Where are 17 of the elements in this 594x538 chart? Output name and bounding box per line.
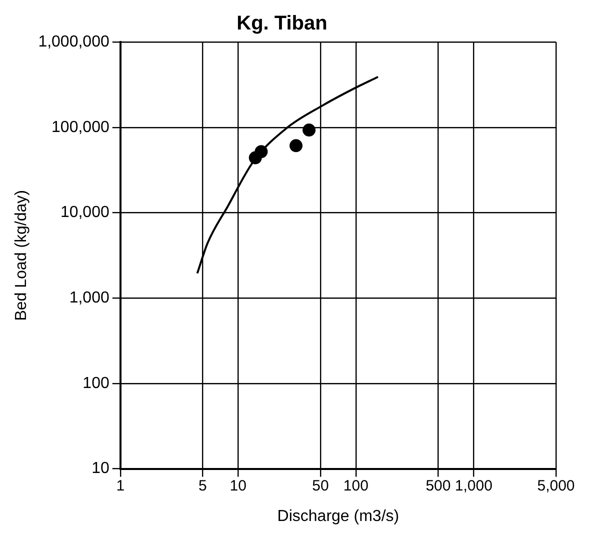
y-axis-title: Bed Load (kg/day) — [13, 190, 30, 321]
x-tick-label: 500 — [426, 477, 451, 494]
x-tick-label: 50 — [312, 477, 329, 494]
x-tick-label: 1,000 — [454, 477, 492, 494]
y-tick-label: 1,000,000 — [38, 33, 110, 50]
x-tick-label: 5,000 — [537, 477, 575, 494]
x-tick-label: 1 — [116, 477, 125, 494]
y-tick-label: 1,000 — [69, 289, 110, 306]
y-tick-label: 100,000 — [52, 118, 110, 136]
chart-title: Kg. Tiban — [236, 12, 328, 35]
x-tick-label: 5 — [198, 477, 207, 494]
x-axis-title: Discharge (m3/s) — [277, 508, 400, 525]
y-tick-label: 10,000 — [60, 204, 110, 222]
y-tick-label: 10 — [92, 460, 110, 478]
y-tick-label: 100 — [82, 374, 110, 392]
x-tick-label: 10 — [230, 477, 246, 494]
x-tick-label: 100 — [343, 477, 368, 494]
